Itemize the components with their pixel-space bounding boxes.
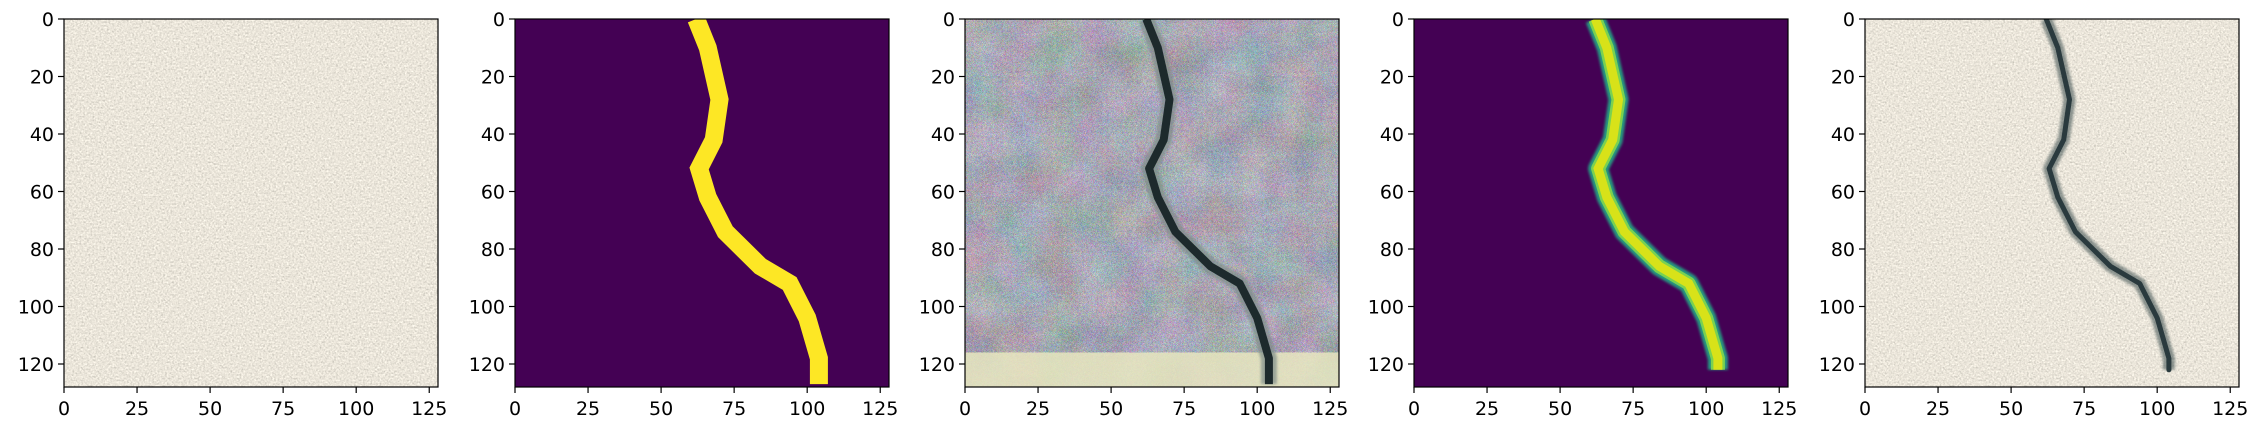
x-tick-label: 75 xyxy=(722,398,746,420)
y-tick-label: 100 xyxy=(919,297,955,319)
x-tick-label: 100 xyxy=(338,398,374,420)
y-tick-label: 80 xyxy=(30,239,54,261)
surface-texture xyxy=(64,19,438,387)
y-tick-label: 0 xyxy=(42,9,54,31)
y-tick-label: 100 xyxy=(18,297,54,319)
y-tick-label: 40 xyxy=(1831,124,1855,146)
x-tick-label: 125 xyxy=(1312,398,1348,420)
x-tick-label: 75 xyxy=(271,398,295,420)
x-tick-label: 100 xyxy=(2139,398,2175,420)
x-tick-label: 75 xyxy=(2072,398,2096,420)
y-tick-label: 40 xyxy=(931,124,955,146)
panel-image xyxy=(1865,19,2239,387)
x-tick-label: 125 xyxy=(2212,398,2248,420)
y-tick-label: 120 xyxy=(1819,354,1855,376)
x-tick-label: 0 xyxy=(959,398,971,420)
y-tick-label: 0 xyxy=(493,9,505,31)
y-tick-label: 60 xyxy=(481,182,505,204)
x-tick-label: 100 xyxy=(1239,398,1275,420)
crack xyxy=(687,19,828,385)
artifact-band xyxy=(965,352,1339,387)
x-tick-label: 125 xyxy=(1761,398,1797,420)
y-tick-label: 100 xyxy=(1819,297,1855,319)
crack xyxy=(1142,19,1273,385)
x-tick-label: 125 xyxy=(862,398,898,420)
axes-frame xyxy=(964,18,1340,388)
y-tick-label: 20 xyxy=(931,67,955,89)
panel-image xyxy=(64,19,438,387)
x-tick-label: 100 xyxy=(789,398,825,420)
panel-3: 0 25 50 75 100 125 0 20 40 60 80 100 120 xyxy=(919,9,1349,420)
y-tick-label: 0 xyxy=(943,9,955,31)
x-tick-label: 25 xyxy=(1926,398,1950,420)
axes-frame xyxy=(1864,18,2240,388)
x-tick-label: 0 xyxy=(509,398,521,420)
x-tick-label: 0 xyxy=(1408,398,1420,420)
crack xyxy=(1591,19,1723,370)
crack xyxy=(2043,19,2172,373)
x-tick-label: 100 xyxy=(1688,398,1724,420)
y-tick-label: 60 xyxy=(1380,182,1404,204)
panel-image xyxy=(1414,19,1788,387)
x-tick-label: 0 xyxy=(58,398,70,420)
y-tick-label: 0 xyxy=(1843,9,1855,31)
x-tick-label: 0 xyxy=(1859,398,1871,420)
y-tick-label: 120 xyxy=(18,354,54,376)
y-tick-label: 120 xyxy=(1368,354,1404,376)
y-tick-label: 120 xyxy=(469,354,505,376)
y-tick-label: 100 xyxy=(469,297,505,319)
axes-frame xyxy=(1413,18,1789,388)
x-tick-label: 125 xyxy=(411,398,447,420)
y-tick-label: 20 xyxy=(1831,67,1855,89)
x-tick-label: 25 xyxy=(1475,398,1499,420)
x-tick-label: 25 xyxy=(576,398,600,420)
y-tick-label: 40 xyxy=(481,124,505,146)
y-tick-label: 80 xyxy=(931,239,955,261)
y-tick-label: 80 xyxy=(481,239,505,261)
panel-5: 0 25 50 75 100 125 0 20 40 60 80 100 120 xyxy=(1819,9,2249,420)
axes-frame xyxy=(514,18,890,388)
y-tick-label: 100 xyxy=(1368,297,1404,319)
y-tick-label: 20 xyxy=(1380,67,1404,89)
x-tick-label: 75 xyxy=(1172,398,1196,420)
y-tick-label: 20 xyxy=(30,67,54,89)
x-tick-label: 50 xyxy=(1548,398,1572,420)
panel-2: 0 25 50 75 100 125 0 20 40 60 80 100 120 xyxy=(469,9,899,420)
y-tick-label: 60 xyxy=(931,182,955,204)
x-tick-label: 50 xyxy=(649,398,673,420)
x-tick-label: 25 xyxy=(125,398,149,420)
x-tick-label: 50 xyxy=(1999,398,2023,420)
y-tick-label: 80 xyxy=(1831,239,1855,261)
panel-1: 0 25 50 75 100 125 0 20 40 60 80 100 120 xyxy=(18,9,448,420)
y-tick-label: 20 xyxy=(481,67,505,89)
y-tick-label: 60 xyxy=(1831,182,1855,204)
y-tick-label: 40 xyxy=(1380,124,1404,146)
x-tick-label: 25 xyxy=(1026,398,1050,420)
x-tick-label: 50 xyxy=(198,398,222,420)
y-tick-label: 80 xyxy=(1380,239,1404,261)
panel-image xyxy=(515,19,889,387)
panel-4: 0 25 50 75 100 125 0 20 40 60 80 100 120 xyxy=(1368,9,1798,420)
surface-texture xyxy=(1865,19,2239,387)
y-tick-label: 40 xyxy=(30,124,54,146)
y-tick-label: 60 xyxy=(30,182,54,204)
x-tick-label: 75 xyxy=(1621,398,1645,420)
y-tick-label: 0 xyxy=(1392,9,1404,31)
x-tick-label: 50 xyxy=(1099,398,1123,420)
panel-image xyxy=(965,19,1339,387)
y-tick-label: 120 xyxy=(919,354,955,376)
axes-frame xyxy=(63,18,439,388)
